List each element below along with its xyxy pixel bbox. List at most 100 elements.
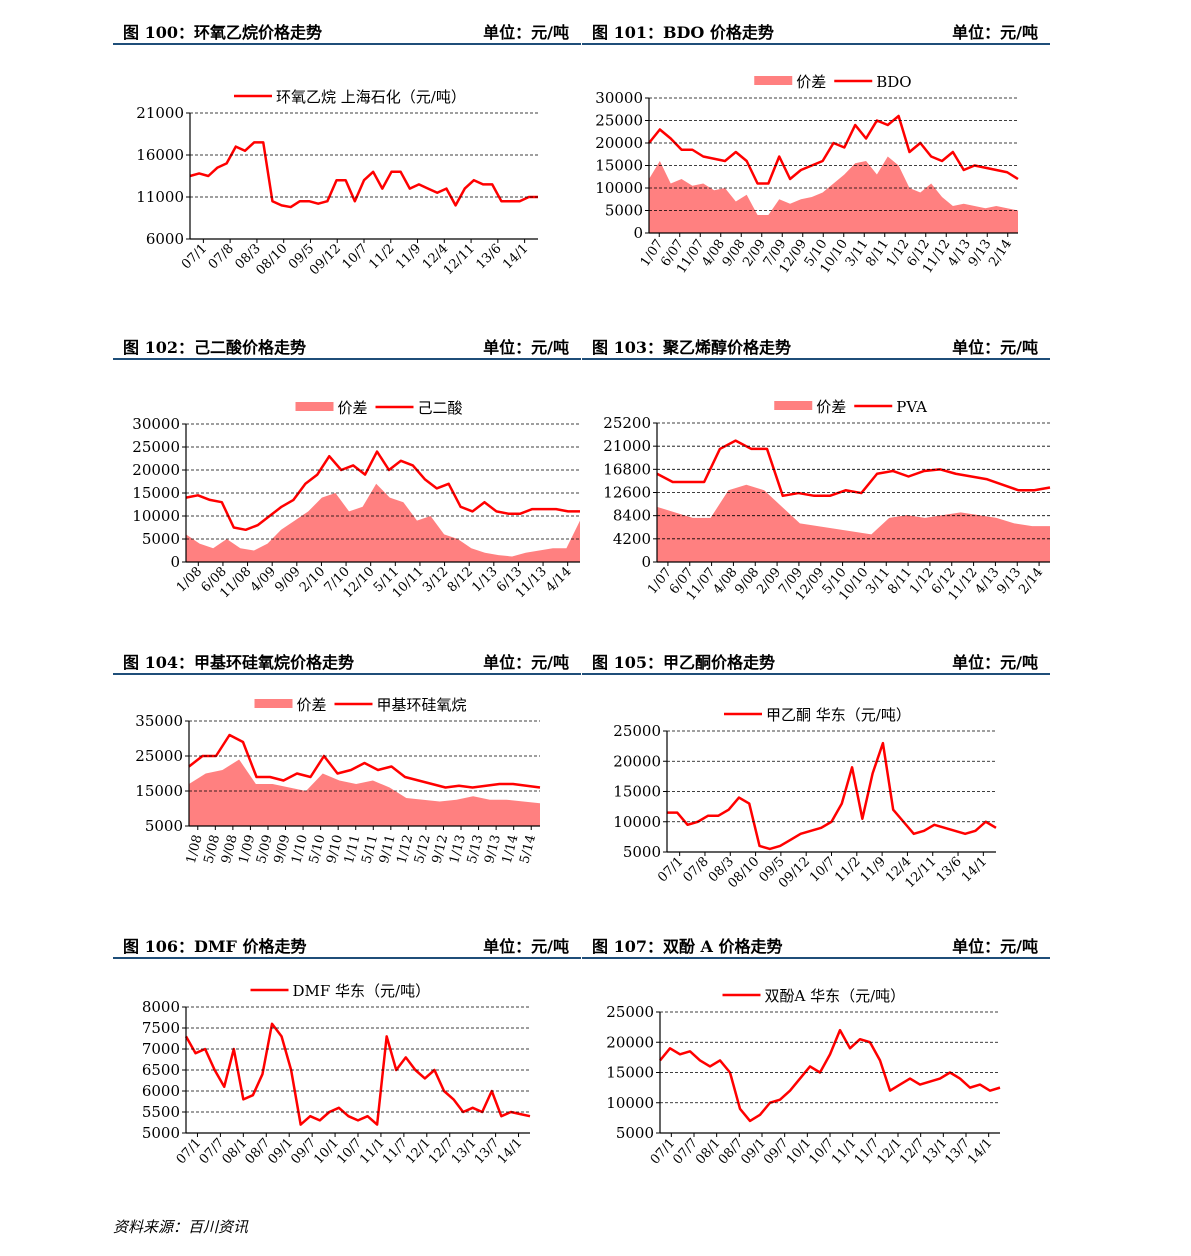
x-tick-label: 13/6 — [934, 854, 965, 885]
legend-label: 甲乙酮 华东（元/吨） — [766, 706, 911, 724]
y-tick-label: 10000 — [595, 179, 643, 197]
x-tick-label: 14/1 — [495, 1136, 526, 1168]
figure-header: 图 107：双酚 A 价格走势 单位：元/吨 — [582, 927, 1050, 959]
legend: 价差 BDO — [754, 73, 912, 91]
figure-header: 图 100：环氧乙烷价格走势 单位：元/吨 — [113, 13, 581, 45]
figure-header: 图 105：甲乙酮价格走势 单位：元/吨 — [582, 643, 1050, 675]
x-tick-label: 8/12 — [445, 564, 476, 595]
y-tick-label: 10000 — [606, 1094, 654, 1112]
legend: DMF 华东（元/吨） — [250, 982, 431, 1000]
y-tick-label: 6500 — [142, 1061, 180, 1079]
y-tick-label: 35000 — [135, 712, 183, 730]
y-tick-label: 25000 — [606, 1003, 654, 1021]
legend-label: 价差 — [816, 398, 846, 416]
y-tick-label: 15000 — [132, 484, 180, 502]
y-tick-label: 25000 — [613, 722, 661, 740]
x-tick-label: 5/12 — [412, 833, 434, 865]
y-tick-label: 5500 — [142, 1103, 180, 1121]
chart-0: 600011000160002100007/107/808/308/1009/5… — [136, 88, 538, 278]
y-tick-label: 30000 — [595, 89, 643, 107]
line-series — [656, 439, 1051, 498]
y-tick-label: 16800 — [603, 460, 651, 478]
y-tick-label: 6000 — [146, 230, 184, 248]
figure-title: 图 103：聚乙烯醇价格走势 — [592, 338, 791, 357]
x-tick-label: 9/08 — [219, 833, 241, 865]
y-tick-label: 0 — [170, 553, 180, 571]
x-tick-label: 10/7 — [334, 1136, 365, 1168]
line-series — [667, 741, 997, 851]
x-tick-label: 10/1 — [784, 1136, 815, 1168]
area-series — [189, 759, 540, 826]
x-tick-label: 13/7 — [942, 1136, 973, 1168]
x-tick-label: 07/8 — [681, 854, 712, 885]
unit-label: 单位：元/吨 — [483, 653, 569, 672]
unit-label: 单位：元/吨 — [483, 23, 569, 42]
legend-swatch-area — [295, 402, 334, 411]
figure-title: 图 104：甲基环硅氧烷价格走势 — [123, 653, 354, 672]
x-tick-label: 2/10 — [297, 564, 328, 595]
y-tick-label: 21000 — [136, 104, 184, 122]
figure-title: 图 100：环氧乙烷价格走势 — [123, 23, 322, 42]
figure-header: 图 106：DMF 价格走势 单位：元/吨 — [113, 927, 581, 959]
unit-label: 单位：元/吨 — [483, 338, 569, 357]
y-tick-label: 10000 — [132, 507, 180, 525]
legend-label: PVA — [896, 398, 927, 416]
x-tick-label: 12/1 — [403, 1136, 434, 1168]
x-tick-label: 09/1 — [738, 1136, 769, 1168]
y-tick-label: 4200 — [613, 530, 651, 548]
x-tick-label: 5/11 — [359, 833, 381, 865]
x-tick-label: 09/7 — [761, 1136, 792, 1168]
legend: 甲乙酮 华东（元/吨） — [724, 706, 911, 724]
x-tick-label: 4/08 — [711, 565, 741, 597]
x-tick-label: 11/1 — [357, 1136, 388, 1168]
legend: 价差 PVA — [774, 398, 927, 416]
legend-swatch-area — [774, 401, 813, 410]
y-tick-label: 11000 — [136, 188, 184, 206]
legend-label: 甲基环硅氧烷 — [377, 696, 467, 714]
legend-label: 双酚A 华东（元/吨） — [765, 987, 906, 1005]
x-tick-label: 9/10 — [324, 833, 346, 865]
chart-2: 0500010000150002000025000300001/086/0811… — [132, 399, 580, 601]
legend: 价差 甲基环硅氧烷 — [254, 696, 467, 714]
unit-label: 单位：元/吨 — [952, 653, 1038, 672]
x-tick-label: 2/14 — [1016, 565, 1046, 597]
y-tick-label: 12600 — [603, 484, 651, 502]
y-tick-label: 15000 — [595, 157, 643, 175]
y-tick-label: 25000 — [135, 747, 183, 765]
x-tick-label: 9/08 — [732, 565, 762, 597]
unit-label: 单位：元/吨 — [952, 23, 1038, 42]
legend-label: 价差 — [338, 399, 368, 417]
x-tick-label: 14/1 — [959, 854, 990, 885]
x-tick-label: 11/2 — [366, 241, 397, 272]
figure-header: 图 103：聚乙烯醇价格走势 单位：元/吨 — [582, 328, 1050, 360]
x-tick-label: 9/12 — [430, 833, 452, 865]
x-tick-label: 09/1 — [265, 1136, 296, 1168]
x-tick-label: 11/7 — [852, 1136, 883, 1168]
y-tick-label: 25000 — [595, 112, 643, 130]
area-series — [649, 156, 1018, 233]
x-tick-label: 2/14 — [986, 237, 1015, 270]
y-tick-label: 5000 — [623, 843, 661, 861]
x-tick-label: 07/7 — [197, 1136, 228, 1168]
x-tick-label: 07/8 — [206, 241, 237, 272]
legend-label: DMF 华东（元/吨） — [293, 982, 431, 1000]
y-tick-label: 21000 — [603, 437, 651, 455]
x-tick-label: 11/9 — [393, 241, 424, 272]
y-tick-label: 20000 — [132, 461, 180, 479]
x-tick-label: 5/14 — [517, 833, 539, 865]
figure-header: 图 102：己二酸价格走势 单位：元/吨 — [113, 328, 581, 360]
y-tick-label: 15000 — [613, 783, 661, 801]
x-tick-label: 4/09 — [248, 564, 279, 595]
x-tick-label: 9/11 — [377, 833, 399, 865]
x-tick-label: 14/1 — [500, 241, 531, 272]
source-note: 资料来源：百川资讯 — [113, 1218, 249, 1236]
figure-title: 图 106：DMF 价格走势 — [123, 937, 307, 956]
x-tick-label: 1/11 — [342, 833, 364, 865]
line-series — [189, 141, 538, 209]
x-tick-label: 4/14 — [543, 564, 574, 595]
y-tick-label: 7000 — [142, 1040, 180, 1058]
unit-label: 单位：元/吨 — [952, 338, 1038, 357]
x-tick-label: 09/12 — [307, 241, 344, 278]
chart-1: 0500010000150002000025000300001/076/0711… — [595, 73, 1019, 276]
